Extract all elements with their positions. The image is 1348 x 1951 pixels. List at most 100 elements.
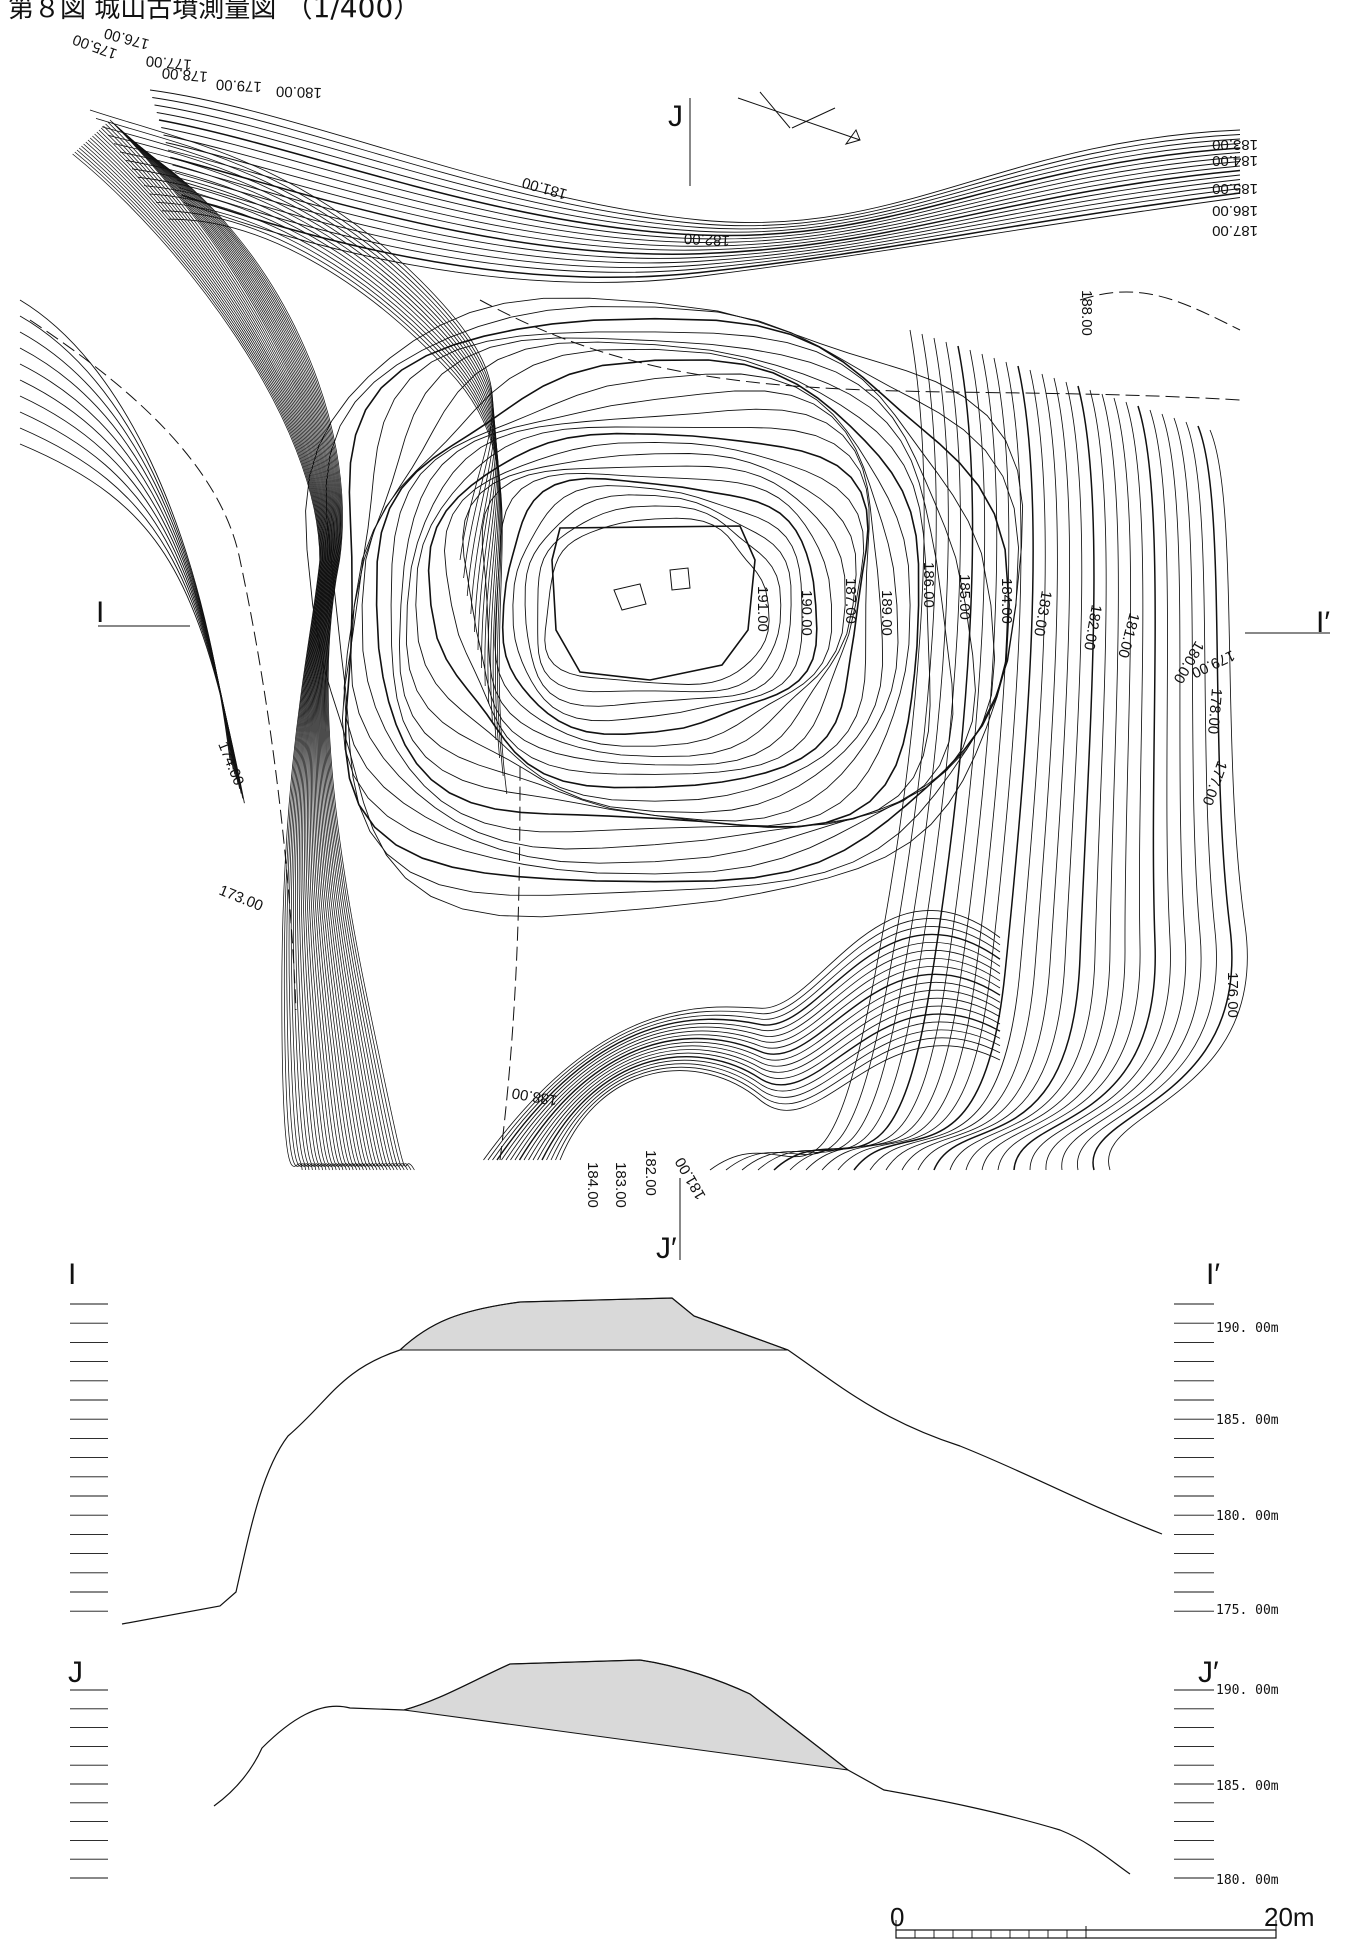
terrain-contour — [137, 176, 500, 705]
terrain-contour — [19, 395, 241, 789]
terrain-contour — [152, 97, 1241, 227]
gully-contour — [109, 119, 361, 1171]
contour-label: 184.00 — [584, 1162, 601, 1208]
gully-contour — [140, 147, 408, 1171]
terrain-contour — [505, 949, 1001, 1161]
gully-contour — [125, 133, 385, 1171]
mound-contour — [350, 341, 954, 850]
map-mark-i: I — [96, 596, 104, 629]
gully-contour — [83, 143, 324, 1171]
mound-contours — [305, 297, 1024, 918]
gully-contour — [122, 131, 381, 1171]
gully-contour — [144, 151, 415, 1171]
contour-label: 183.00 — [1212, 136, 1258, 153]
gully-contour — [131, 139, 395, 1171]
contour-label: 189.00 — [878, 590, 895, 636]
gully-contour — [136, 143, 402, 1171]
terrain-contour — [546, 1021, 1001, 1161]
terrain-contour — [19, 443, 245, 804]
map-mark-iprime: I′ — [1316, 606, 1330, 639]
terrain-contour — [19, 379, 239, 785]
mound-contour — [444, 441, 865, 775]
terrain-contour — [1092, 425, 1233, 1171]
gully-contour — [103, 125, 351, 1171]
section-i-elev: 190. 00m — [1216, 1321, 1279, 1336]
section-j-right-label: J′ — [1198, 1656, 1219, 1689]
mound-contour — [343, 337, 976, 864]
terrain-contour — [167, 149, 1241, 251]
terrain-contour — [19, 427, 244, 799]
contour-label: 185.00 — [956, 574, 973, 620]
gully-contour — [76, 149, 322, 1171]
terrain-contour — [709, 329, 925, 1171]
terrain-contour — [981, 397, 1132, 1171]
terrain-contour — [901, 377, 1071, 1171]
figure-number: 第８図 — [8, 0, 87, 24]
contour-label: 185.00 — [1212, 180, 1258, 197]
terrain-contour — [853, 365, 1034, 1171]
mound-contour — [501, 477, 818, 736]
terrain-contour — [869, 369, 1046, 1171]
terrain-contour — [837, 361, 1022, 1171]
contour-label: 181.00 — [672, 1154, 710, 1202]
contour-label: 180.00 — [276, 82, 322, 101]
contour-label: 186.00 — [1212, 202, 1258, 219]
mound-contour — [405, 408, 884, 814]
gully-contour — [100, 127, 347, 1171]
gully-contour — [129, 137, 391, 1171]
section-j-right-ticks — [1174, 1689, 1214, 1879]
section-i-elev: 180. 00m — [1216, 1509, 1279, 1524]
gully-contour — [133, 141, 398, 1171]
terrain-contour — [1029, 409, 1171, 1171]
contour-label: 184.00 — [1212, 152, 1258, 169]
terrain-contour — [176, 179, 1241, 268]
figure-title: 第８図 城山古墳測量図 （1/400） — [8, 0, 421, 26]
terrain-contour — [532, 997, 1001, 1161]
terrain-contour — [143, 185, 500, 723]
terrain-contour — [155, 202, 502, 759]
contour-label: 174.00 — [214, 739, 247, 788]
terrain-contour — [725, 333, 937, 1171]
terrain-contour — [19, 299, 231, 761]
gully-contour — [105, 123, 354, 1171]
terrain-contour — [149, 89, 1241, 224]
contour-label: 184.00 — [998, 578, 1015, 624]
terrain-contour — [181, 192, 1241, 278]
section-j-left-ticks — [70, 1689, 108, 1879]
section-i-ground — [121, 1297, 1163, 1625]
figure-name: 城山古墳測量図 — [94, 0, 277, 24]
terrain-contour — [101, 126, 495, 597]
terrain-contour — [523, 981, 1001, 1161]
contour-map — [19, 89, 1330, 1260]
terrain-contour — [131, 168, 499, 687]
terrain-contour — [156, 112, 1241, 233]
terrain-contour — [487, 918, 1001, 1161]
mound-contour — [427, 432, 869, 789]
terrain-contour — [933, 385, 1095, 1171]
section-i-left-ticks — [70, 1303, 108, 1612]
section-j-profile: J J′ 190. 00m 185. 00m 180. 00m — [68, 1656, 1279, 1888]
gully-contour — [120, 129, 378, 1171]
mound-contour — [398, 390, 899, 822]
gully-contour — [118, 127, 374, 1171]
contour-label: 182.00 — [642, 1150, 659, 1196]
contour-label: 182.00 — [1080, 603, 1105, 651]
terrain-contour — [19, 315, 233, 765]
section-i-right-label: I′ — [1206, 1258, 1220, 1291]
terrain-contour — [125, 160, 498, 669]
gully-contour — [114, 123, 368, 1171]
contour-label: 183.00 — [612, 1162, 629, 1208]
section-i-profile: I I′ 190. 00m 185. 00m 180. 00m 175. 00m — [68, 1258, 1279, 1625]
terrain-contour — [179, 187, 1241, 273]
dashed-lines — [29, 291, 1241, 1161]
contour-label: 177.00 — [1199, 759, 1231, 808]
contour-label: 176.00 — [1224, 972, 1241, 1018]
contour-label: 177.00 — [145, 52, 192, 73]
terrain-contour — [165, 142, 1241, 247]
gully-contour — [81, 145, 323, 1171]
mound-contour — [344, 317, 1010, 883]
gully-contour — [74, 151, 321, 1171]
mound-contour — [390, 373, 911, 827]
terrain-contour — [555, 1037, 1001, 1161]
gully-contour — [89, 137, 330, 1171]
